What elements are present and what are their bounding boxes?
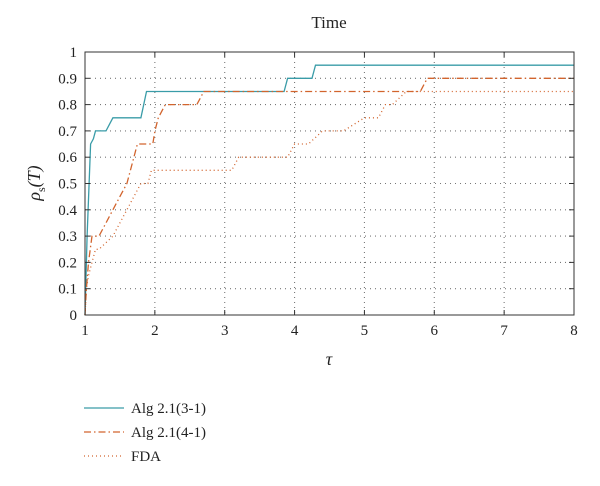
y-tick-label: 0.6 [58,150,77,166]
chart-title: Time [311,13,346,32]
y-tick-label: 1 [70,45,78,61]
legend: Alg 2.1(3-1) Alg 2.1(4-1) FDA [84,401,206,465]
y-axis-label: ρs(T) [24,165,48,201]
y-tick-label: 0.2 [58,255,77,271]
y-tick-labels: 0 0.1 0.2 0.3 0.4 0.5 0.6 0.7 0.8 0.9 1 [58,45,77,324]
y-tick-label: 0.1 [58,282,77,298]
y-axis-label-rho: ρ [24,192,44,202]
series-line-3 [84,90,574,316]
y-axis-label-sub: s [34,187,48,192]
x-tick-label: 8 [570,323,578,339]
x-tick-label: 6 [431,323,439,339]
ticks [84,51,575,316]
legend-label-3: FDA [131,449,161,465]
y-tick-label: 0 [70,308,78,324]
legend-label-2: Alg 2.1(4-1) [131,425,206,441]
y-tick-label: 0.8 [58,98,77,114]
y-tick-label: 0.3 [58,229,77,245]
x-tick-label: 7 [500,323,508,339]
y-axis-label-arg: (T) [24,165,45,187]
x-tick-label: 5 [361,323,369,339]
series-line-1 [84,64,574,316]
series-layer [84,64,574,316]
x-tick-label: 3 [221,323,229,339]
x-tick-label: 2 [151,323,159,339]
y-tick-label: 0.9 [58,71,77,87]
x-tick-labels: 1 2 3 4 5 6 7 8 [81,323,578,339]
y-tick-label: 0.4 [58,203,77,219]
legend-label-1: Alg 2.1(3-1) [131,401,206,417]
x-tick-label: 4 [291,323,299,339]
x-axis-label: τ [326,349,333,369]
y-tick-label: 0.5 [58,177,77,193]
x-tick-label: 1 [81,323,89,339]
y-tick-label: 0.7 [58,124,77,140]
series-line-2 [84,77,574,316]
